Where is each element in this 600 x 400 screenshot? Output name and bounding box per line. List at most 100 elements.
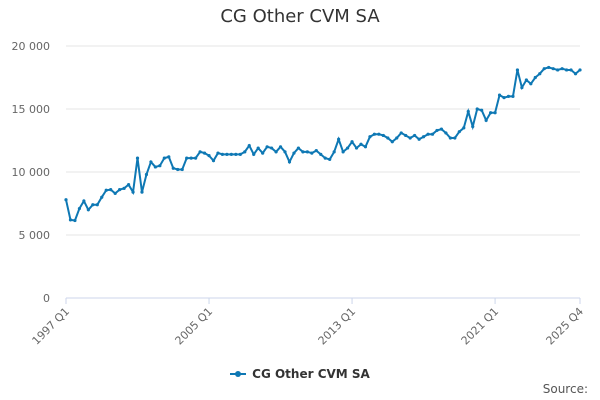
data-point[interactable] [542,67,546,71]
data-point[interactable] [328,157,332,161]
data-point[interactable] [140,190,144,194]
data-point[interactable] [538,72,542,76]
data-point[interactable] [153,165,157,169]
data-point[interactable] [113,191,117,196]
data-point[interactable] [131,190,135,194]
data-point[interactable] [86,208,90,212]
data-point[interactable] [345,146,350,150]
data-point[interactable] [368,135,372,139]
data-point[interactable] [278,145,283,149]
data-point[interactable] [484,118,488,122]
data-point[interactable] [341,150,345,154]
data-point[interactable] [381,133,385,138]
data-point[interactable] [310,151,314,155]
data-point[interactable] [569,68,573,72]
data-point[interactable] [301,150,305,154]
data-point[interactable] [100,195,104,199]
data-point[interactable] [77,206,82,211]
data-point[interactable] [372,132,376,136]
data-point[interactable] [435,128,439,133]
data-point[interactable] [296,146,301,150]
data-point[interactable] [573,72,578,76]
data-point[interactable] [511,94,515,98]
data-point[interactable] [274,150,278,154]
data-point[interactable] [202,151,207,155]
data-point[interactable] [198,150,202,154]
data-point[interactable] [551,67,555,71]
data-point[interactable] [413,133,417,138]
data-point[interactable] [238,152,242,156]
data-point[interactable] [225,152,229,156]
data-point[interactable] [247,143,251,148]
data-point[interactable] [471,125,475,129]
data-point[interactable] [162,156,166,160]
data-point[interactable] [426,132,430,136]
data-point[interactable] [404,133,408,138]
data-point[interactable] [104,188,108,192]
data-point[interactable] [135,156,140,160]
data-point[interactable] [497,93,502,97]
data-point[interactable] [283,150,287,154]
data-point[interactable] [252,152,256,156]
data-point[interactable] [171,166,175,170]
data-point[interactable] [207,154,211,158]
data-point[interactable] [453,136,457,140]
data-point[interactable] [216,151,220,155]
data-point[interactable] [319,152,323,156]
data-point[interactable] [261,151,265,155]
data-point[interactable] [68,218,73,222]
data-point[interactable] [270,146,274,150]
data-point[interactable] [466,109,470,114]
data-point[interactable] [564,68,569,72]
data-point[interactable] [194,156,198,160]
data-point[interactable] [417,137,421,141]
data-point[interactable] [64,198,68,202]
data-point[interactable] [421,135,426,139]
data-point[interactable] [185,156,189,160]
data-point[interactable] [502,96,506,100]
data-point[interactable] [390,140,394,144]
data-point[interactable] [305,150,309,154]
data-point[interactable] [211,159,216,163]
data-point[interactable] [292,151,296,155]
data-point[interactable] [395,136,399,140]
data-point[interactable] [529,82,533,86]
data-point[interactable] [73,218,77,223]
legend-item[interactable]: CG Other CVM SA [230,367,370,381]
data-point[interactable] [118,188,122,192]
data-point[interactable] [524,78,528,82]
data-point[interactable] [493,111,497,115]
data-point[interactable] [243,150,247,154]
data-point[interactable] [386,136,390,140]
data-point[interactable] [354,146,359,150]
data-point[interactable] [256,146,260,150]
data-point[interactable] [359,142,363,146]
data-point[interactable] [489,111,493,115]
data-point[interactable] [265,145,269,149]
data-point[interactable] [547,65,551,70]
data-point[interactable] [560,67,564,71]
data-point[interactable] [189,156,193,160]
data-point[interactable] [144,172,149,177]
data-point[interactable] [399,131,403,135]
data-point[interactable] [533,75,537,80]
data-point[interactable] [444,131,448,135]
data-point[interactable] [314,148,318,153]
data-point[interactable] [480,108,484,112]
data-point[interactable] [149,160,153,164]
data-point[interactable] [462,126,466,130]
data-point[interactable] [95,203,99,207]
data-point[interactable] [332,150,336,154]
data-point[interactable] [439,127,444,131]
data-point[interactable] [457,130,461,134]
data-point[interactable] [506,94,511,98]
data-point[interactable] [408,136,412,140]
data-point[interactable] [556,68,560,72]
data-point[interactable] [323,156,327,160]
data-point[interactable] [448,136,452,140]
data-point[interactable] [126,183,131,187]
data-point[interactable] [515,68,520,72]
data-point[interactable] [287,160,292,164]
data-point[interactable] [363,145,368,149]
data-point[interactable] [167,155,171,159]
